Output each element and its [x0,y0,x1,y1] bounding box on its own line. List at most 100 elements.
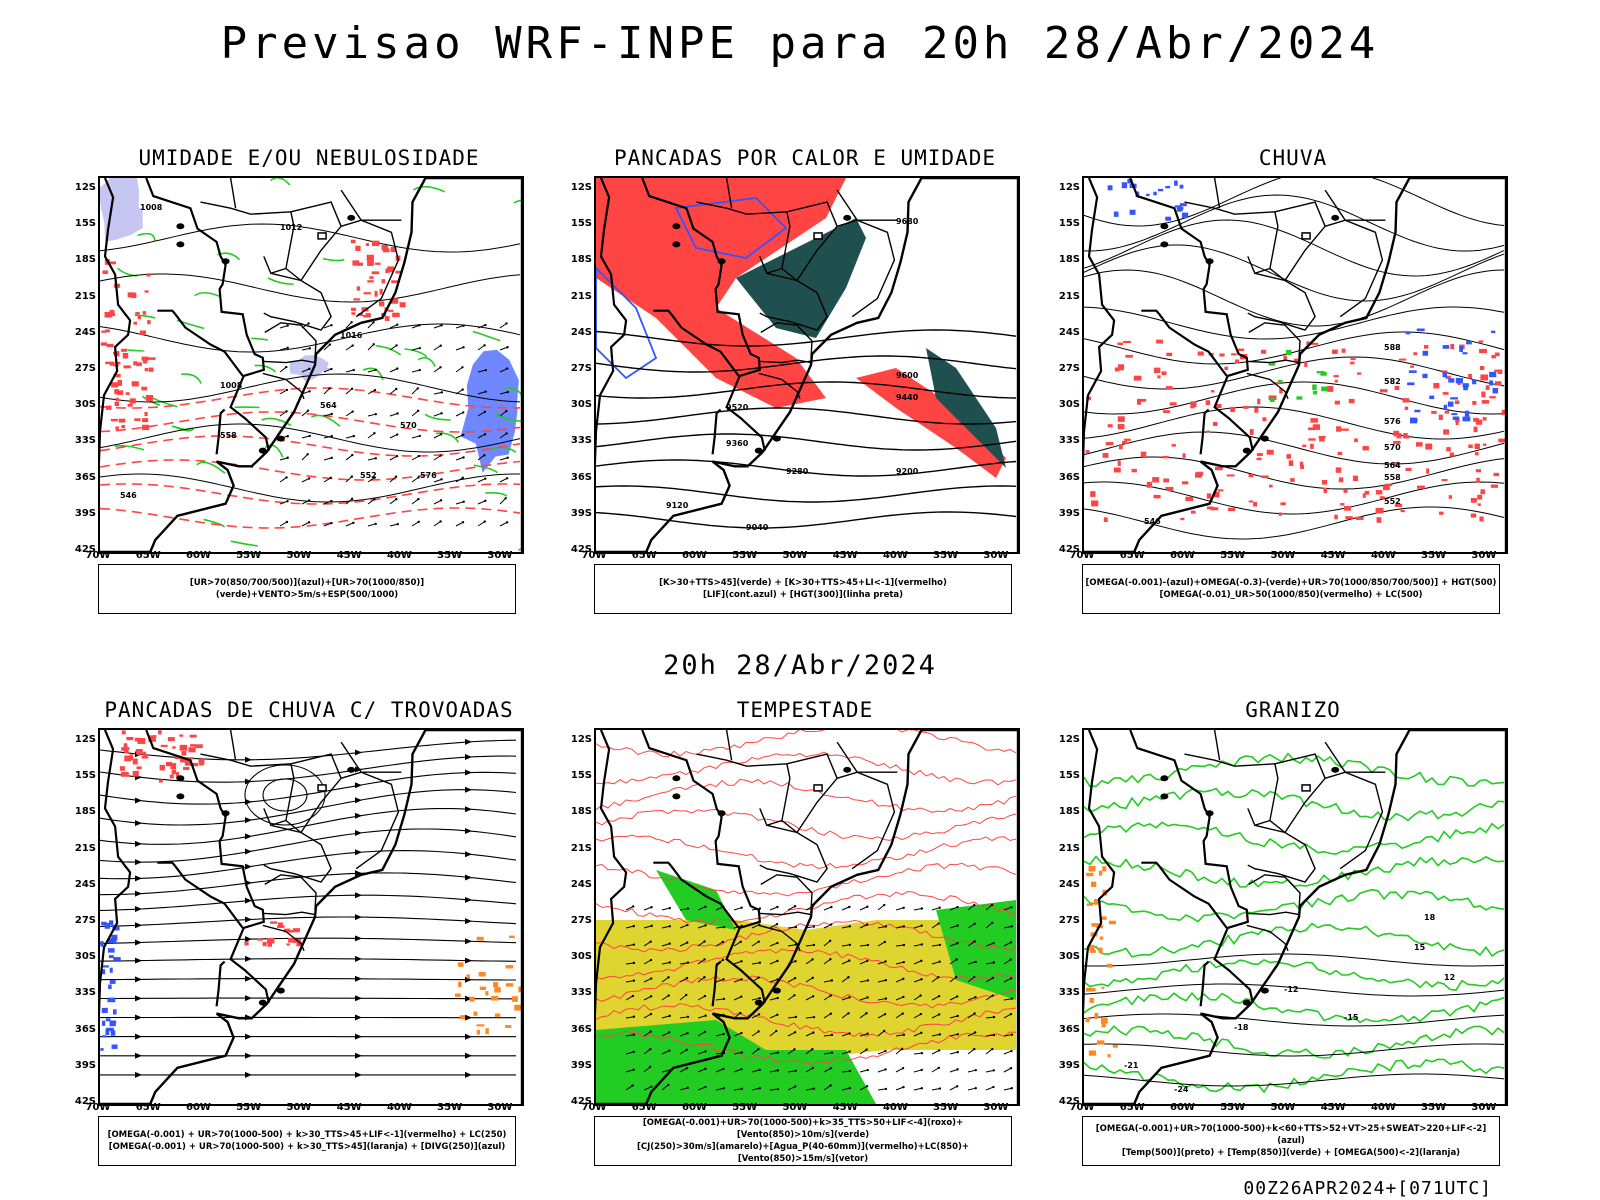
humidity-area-blue [460,349,519,473]
country-border [145,178,270,451]
temperature-500-contour [1084,953,1505,967]
state-border [264,874,317,910]
state-border [725,730,733,761]
legend-line: [OMEGA(-0.001) + UR>70(1000-500) + k>30_… [108,1142,506,1152]
longitude-tick-label: 30W [1471,1102,1497,1113]
country-border [174,865,244,929]
longitude-tick-label: 55W [1220,1102,1246,1113]
longitude-tick-label: 50W [1270,550,1296,561]
temperature-850-contour [1084,1025,1505,1059]
longitude-tick-label: 30W [983,1102,1009,1113]
thickness-contour-red [100,387,521,409]
latitude-tick-label: 42S [570,1096,592,1107]
longitude-tick-label: 70W [581,550,607,561]
state-border [760,874,813,910]
lake-marker [1160,775,1169,782]
state-border [836,189,898,221]
longitude-tick-label: 50W [286,1102,312,1113]
lake-marker [1331,214,1340,221]
thickness-contour-red [100,483,521,505]
map-canvas [100,730,522,1104]
state-border [725,178,733,209]
precipitable-water-contour [596,948,1017,982]
state-border [285,753,342,834]
lake-marker [221,258,230,265]
latitude-tick-label: 33S [570,435,592,447]
contour-label: 9440 [896,393,919,402]
thickness-contour-red [100,411,521,433]
state-border [1248,874,1301,910]
country-border [641,730,766,1003]
state-border [1213,730,1221,761]
latitude-tick-label: 36S [570,1023,592,1035]
country-border [157,861,177,868]
map-granizo: -12 -15 -18 -21 -24 18 15 12 [1082,728,1508,1106]
panel-chuva: CHUVA 588 582 576 570 564 558 552 546 12S 15S 18S 21… [1044,146,1564,626]
state-border [1269,201,1326,282]
latitude-tick-label: 36S [1058,1023,1080,1035]
longitude-tick-label: 50W [286,550,312,561]
state-border [758,924,801,952]
country-border [100,730,132,1014]
lake-marker [717,258,726,265]
streamline [1084,481,1505,515]
map-canvas: 1008 1012 1016 1008 576 570 564 558 552 546 [100,178,522,552]
capital-marker [1301,784,1311,792]
latitude-tick-label: 42S [74,544,96,555]
latitude-tick-label: 18S [1058,806,1080,818]
longitude-tick-label: 50W [1270,1102,1296,1113]
longitude-tick-label: 65W [1119,1102,1145,1113]
temperature-500-contour [1084,1043,1505,1057]
state-border [760,322,813,358]
longitude-tick-label: 40W [882,1102,908,1113]
country-border [1141,861,1161,868]
state-border [1324,219,1384,318]
country-border [711,960,722,1007]
country-border [641,178,766,451]
latitude-tick-label: 42S [1058,544,1080,555]
longitude-tick-label: 50W [782,550,808,561]
longitude-tick-label: 45W [832,1102,858,1113]
country-border [1141,309,1161,316]
latitude-tick-label: 18S [74,806,96,818]
state-border [759,272,828,331]
lake-marker [843,214,852,221]
temperature-850-contour [1084,888,1505,923]
temperature-850-contour [1084,991,1505,1024]
latitude-tick-label: 27S [570,363,592,375]
longitude-tick-label: 30W [1471,550,1497,561]
upper-level-streamlines [100,738,517,1078]
latitude-tick-label: 15S [74,218,96,230]
state-border [229,178,237,209]
anticyclone-circulation [244,764,326,826]
lifted-index-contour [596,266,658,380]
panel-pancadas-calor: PANCADAS POR CALOR E UMIDADE 9680 9600 9520… [556,146,1076,626]
longitude-tick-label: 45W [832,550,858,561]
thickness-contour-red [100,459,521,481]
divergence-area-blue [100,920,121,1051]
coastline [596,730,1018,1104]
latitude-tick-label: 12S [1058,182,1080,194]
longitude-tick-label: 40W [1370,550,1396,561]
thunderstorm-area-orange [455,935,522,1035]
map-chuva: 588 582 576 570 564 558 552 546 [1082,176,1508,554]
state-border [263,359,316,364]
map-pancadas-calor: 9680 9600 9520 9440 9360 9280 9200 9120 9040 [594,176,1020,554]
precipitable-water-contour [596,730,1017,758]
precipitable-water-contour [596,834,1017,870]
latitude-tick-label: 21S [570,290,592,302]
country-border [653,309,673,316]
state-border [1247,272,1316,331]
legend-line: [OMEGA(-0.001)+UR>70(1000-500)+k>35_TTS>… [642,1118,964,1140]
country-border [1199,408,1210,455]
country-border [670,313,740,377]
longitude-tick-label: 55W [732,1102,758,1113]
temperature-500-contour [1084,1013,1505,1027]
legend-box: [UR>70(850/700/500)](azul)+[UR>70(1000/8… [98,564,516,614]
lake-marker [754,447,763,454]
height-contour [596,433,1017,451]
latitude-tick-label: 21S [1058,842,1080,854]
country-border [174,313,244,377]
longitude-tick-label: 35W [933,1102,959,1113]
contour-label: -15 [1344,1013,1359,1022]
